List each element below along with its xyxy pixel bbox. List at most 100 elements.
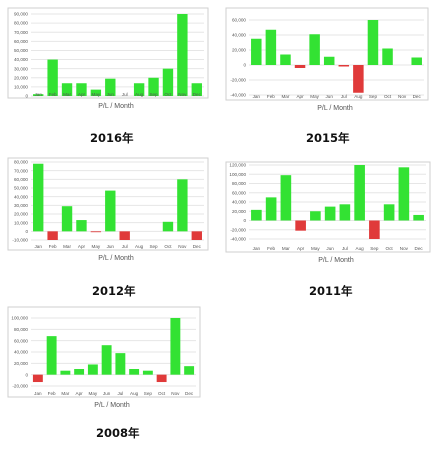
x-tick-label: Sep [144,391,153,396]
bar-jun [105,190,116,232]
x-tick-label: Jun [103,391,111,396]
bar-mar [60,370,71,375]
bar-jul [119,231,130,240]
chart-caption-2011: 2011年 [309,284,353,298]
bar-may [309,34,320,65]
bar-mar [61,206,73,232]
y-tick-label: 10,000 [14,84,28,89]
bar-aug [353,65,364,93]
y-tick-label: 60,000 [14,39,28,44]
x-tick-label: May [310,94,319,99]
bar-oct [383,204,395,221]
y-tick-label: 40,000 [232,33,246,38]
x-tick-label: Feb [267,246,275,251]
bar-aug [129,369,140,375]
bar-jan [33,163,44,232]
x-tick-label: Jul [341,94,347,99]
bar-apr [74,369,85,375]
x-tick-label: Sep [149,92,158,97]
bar-feb [47,59,58,96]
y-tick-label: 20,000 [14,212,28,217]
x-tick-label: Jan [34,244,42,249]
x-tick-label: Feb [49,244,57,249]
bar-sep [142,370,153,375]
y-tick-label: 20,000 [232,48,246,53]
x-tick-label: Mar [63,92,71,97]
x-axis-label: P/L / Month [318,257,354,264]
x-tick-label: Aug [354,94,363,99]
y-tick-label: 80,000 [232,181,246,186]
x-tick-label: Nov [178,244,187,249]
x-tick-label: May [311,246,320,251]
x-tick-label: Mar [281,94,289,99]
bar-may [90,231,102,233]
x-tick-label: Nov [178,92,187,97]
chart-2015: -40,000 -20,000 0 20,000 40,000 60,000 Jan Feb M… [218,0,436,150]
x-tick-label: May [92,92,101,97]
x-tick-label: May [89,391,98,396]
y-tick-label: 80,000 [14,21,28,26]
x-tick-label: Apr [78,244,86,249]
bar-mar [61,83,73,96]
bar-jun [105,78,116,96]
bar-mar [280,175,292,221]
bar-dec [191,83,202,96]
x-tick-label: Jun [325,94,333,99]
x-tick-label: Feb [49,92,57,97]
y-tick-label: 20,000 [232,209,246,214]
x-tick-label: Jun [326,246,334,251]
x-tick-label: Dec [193,92,202,97]
y-tick-label: 40,000 [232,200,246,205]
bar-aug [133,83,145,96]
x-tick-label: Jul [122,244,128,249]
x-axis-label: P/L / Month [317,105,353,112]
y-tick-label: 60,000 [232,18,246,23]
x-tick-label: Oct [158,391,166,396]
x-tick-label: Apr [297,246,305,251]
x-tick-label: Aug [130,391,139,396]
y-tick-label: 60,000 [14,177,28,182]
bar-oct [162,221,174,232]
bar-jan [251,38,262,65]
x-tick-label: Jan [34,391,42,396]
x-tick-label: Jan [253,246,261,251]
x-tick-label: Jul [342,246,348,251]
x-axis-label: P/L / Month [98,103,134,110]
y-tick-label: 0 [25,229,28,234]
x-tick-label: Dec [193,244,202,249]
chart-2016: 0 10,000 20,000 30,000 40,000 50,000 60,000 70,… [0,0,218,150]
y-tick-label: -20,000 [12,384,28,389]
x-tick-label: Jul [122,92,128,97]
bar-jun [323,56,335,65]
x-tick-label: Jan [253,94,261,99]
bar-nov [170,318,181,375]
chart-caption-2016: 2016年 [90,131,134,145]
x-tick-label: Sep [149,244,158,249]
bar-chart-2012: -10,000 0 10,000 20,000 30,000 40,000 50,000 60… [7,157,209,262]
bar-may [90,89,102,96]
y-tick-label: 120,000 [229,163,246,168]
y-tick-label: -40,000 [230,93,246,98]
bar-sep [148,77,159,96]
y-tick-label: 40,000 [14,57,28,62]
bar-feb [265,197,277,221]
x-tick-label: Dec [185,391,194,396]
chart-2011: -40,000 -20,000 0 20,000 40,000 60,000 80,000 1… [218,150,436,300]
bar-dec [191,231,202,240]
bar-nov [398,167,410,221]
chart-caption-2008: 2008年 [96,426,140,440]
y-tick-label: -10,000 [12,238,28,243]
bar-apr [295,220,306,231]
x-tick-label: May [92,244,101,249]
y-tick-label: 40,000 [14,350,28,355]
y-tick-label: 30,000 [14,66,28,71]
bar-jan [33,94,44,96]
x-tick-label: Nov [400,246,409,251]
x-tick-label: Oct [386,246,394,251]
x-tick-label: Feb [267,94,275,99]
x-tick-label: Aug [356,246,365,251]
x-tick-label: Jun [107,92,115,97]
bar-chart-2011: -40,000 -20,000 0 20,000 40,000 60,000 80,000 1… [225,161,431,264]
x-tick-label: Aug [135,92,144,97]
chart-2012: -10,000 0 10,000 20,000 30,000 40,000 50,000 60… [0,150,218,300]
